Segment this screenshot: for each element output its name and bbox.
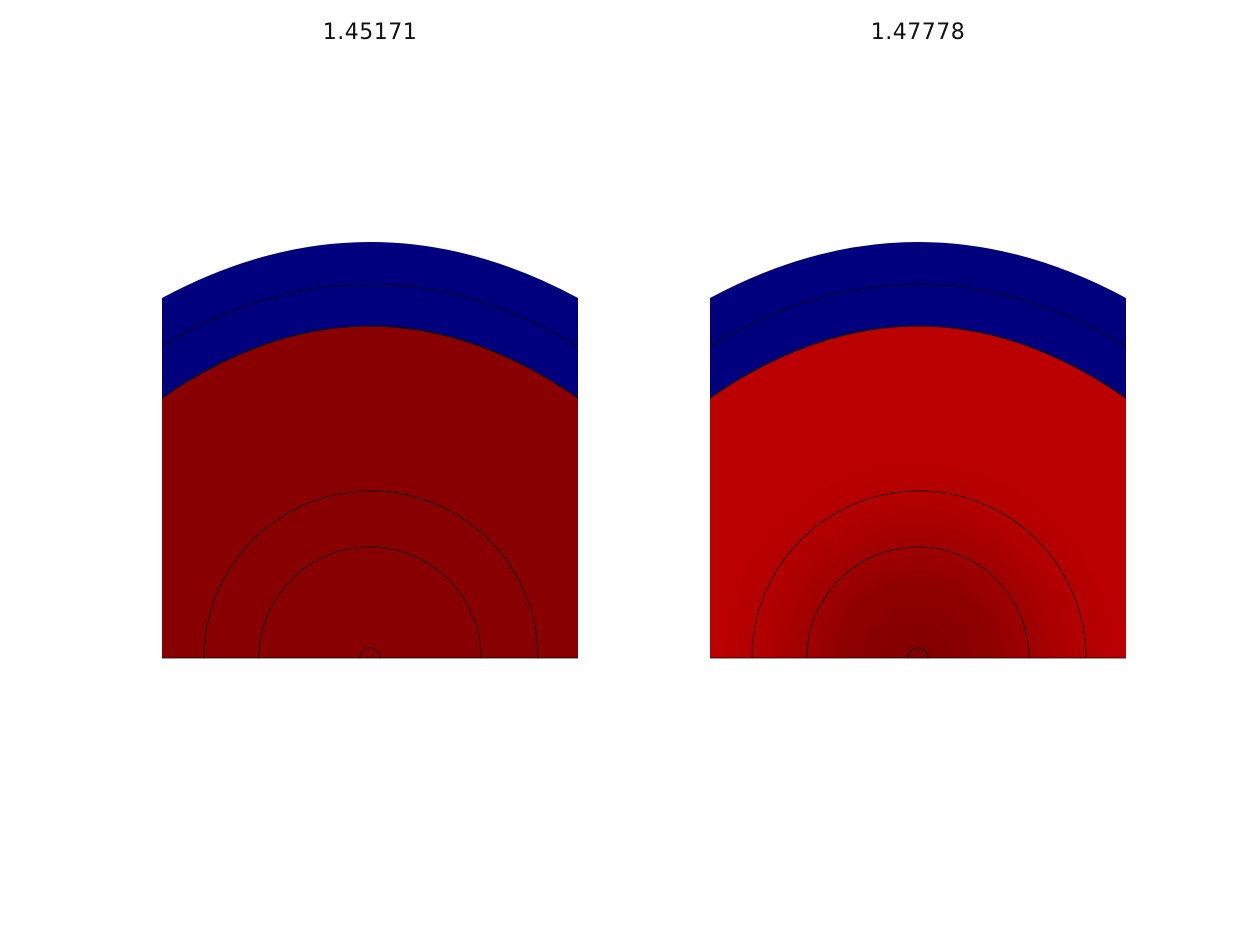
right-panel-title: 1.47778 [870, 20, 966, 45]
right-domain [709, 242, 1127, 659]
right-core-boundary [709, 325, 1127, 399]
left-inner-ring [258, 546, 482, 659]
left-outer-ring [203, 490, 539, 659]
right-center-source [907, 647, 929, 659]
left-panel-title: 1.45171 [322, 20, 418, 45]
right-core-region [710, 326, 1126, 658]
right-outer-ring [751, 490, 1087, 659]
right-inner-ring [806, 546, 1030, 659]
right-layer-boundary [709, 283, 1127, 347]
left-center-source [359, 647, 381, 659]
left-layer-boundary [161, 283, 579, 347]
left-core-boundary [161, 325, 579, 399]
left-domain [161, 242, 579, 659]
left-core-region [162, 326, 578, 658]
